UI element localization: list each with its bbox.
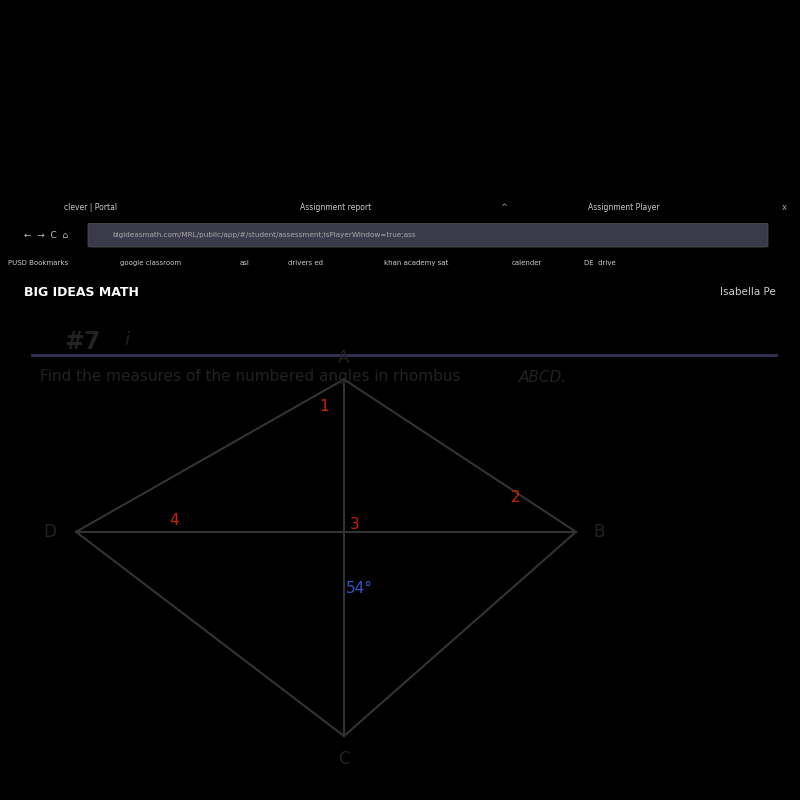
Text: clever | Portal: clever | Portal: [64, 203, 117, 213]
Text: Isabella Pe: Isabella Pe: [720, 287, 776, 297]
Text: #7: #7: [64, 330, 100, 354]
Text: 54°: 54°: [346, 581, 373, 596]
Text: calender: calender: [512, 260, 542, 266]
Text: 2: 2: [511, 490, 521, 505]
Text: C: C: [338, 750, 350, 768]
Text: google classroom: google classroom: [120, 260, 181, 266]
Text: .: .: [556, 370, 566, 385]
Text: B: B: [594, 523, 605, 541]
Text: 3: 3: [350, 517, 359, 532]
Text: 4: 4: [170, 513, 179, 528]
Text: PUSD Bookmarks: PUSD Bookmarks: [8, 260, 68, 266]
Text: drivers ed: drivers ed: [288, 260, 323, 266]
Text: x: x: [782, 203, 786, 213]
FancyBboxPatch shape: [88, 223, 768, 247]
Text: Assignment Player: Assignment Player: [588, 203, 660, 213]
Text: Assignment report: Assignment report: [300, 203, 372, 213]
Text: ←  →  C  ⌂: ← → C ⌂: [24, 230, 68, 240]
Text: Find the measures of the numbered angles in rhombus: Find the measures of the numbered angles…: [40, 370, 466, 385]
Text: A: A: [338, 349, 350, 367]
Text: D: D: [43, 523, 56, 541]
Text: 1: 1: [319, 399, 329, 414]
Text: DE  drive: DE drive: [584, 260, 616, 266]
Text: bigideasmath.com/MRL/public/app/#/student/assessment;isPlayerWindow=true;ass: bigideasmath.com/MRL/public/app/#/studen…: [112, 231, 416, 238]
Text: asl: asl: [240, 260, 250, 266]
Text: i: i: [124, 331, 129, 349]
Text: BIG IDEAS MATH: BIG IDEAS MATH: [24, 286, 139, 298]
Text: ^: ^: [501, 203, 507, 213]
Text: khan academy sat: khan academy sat: [384, 260, 448, 266]
Text: ABCD: ABCD: [518, 370, 562, 385]
